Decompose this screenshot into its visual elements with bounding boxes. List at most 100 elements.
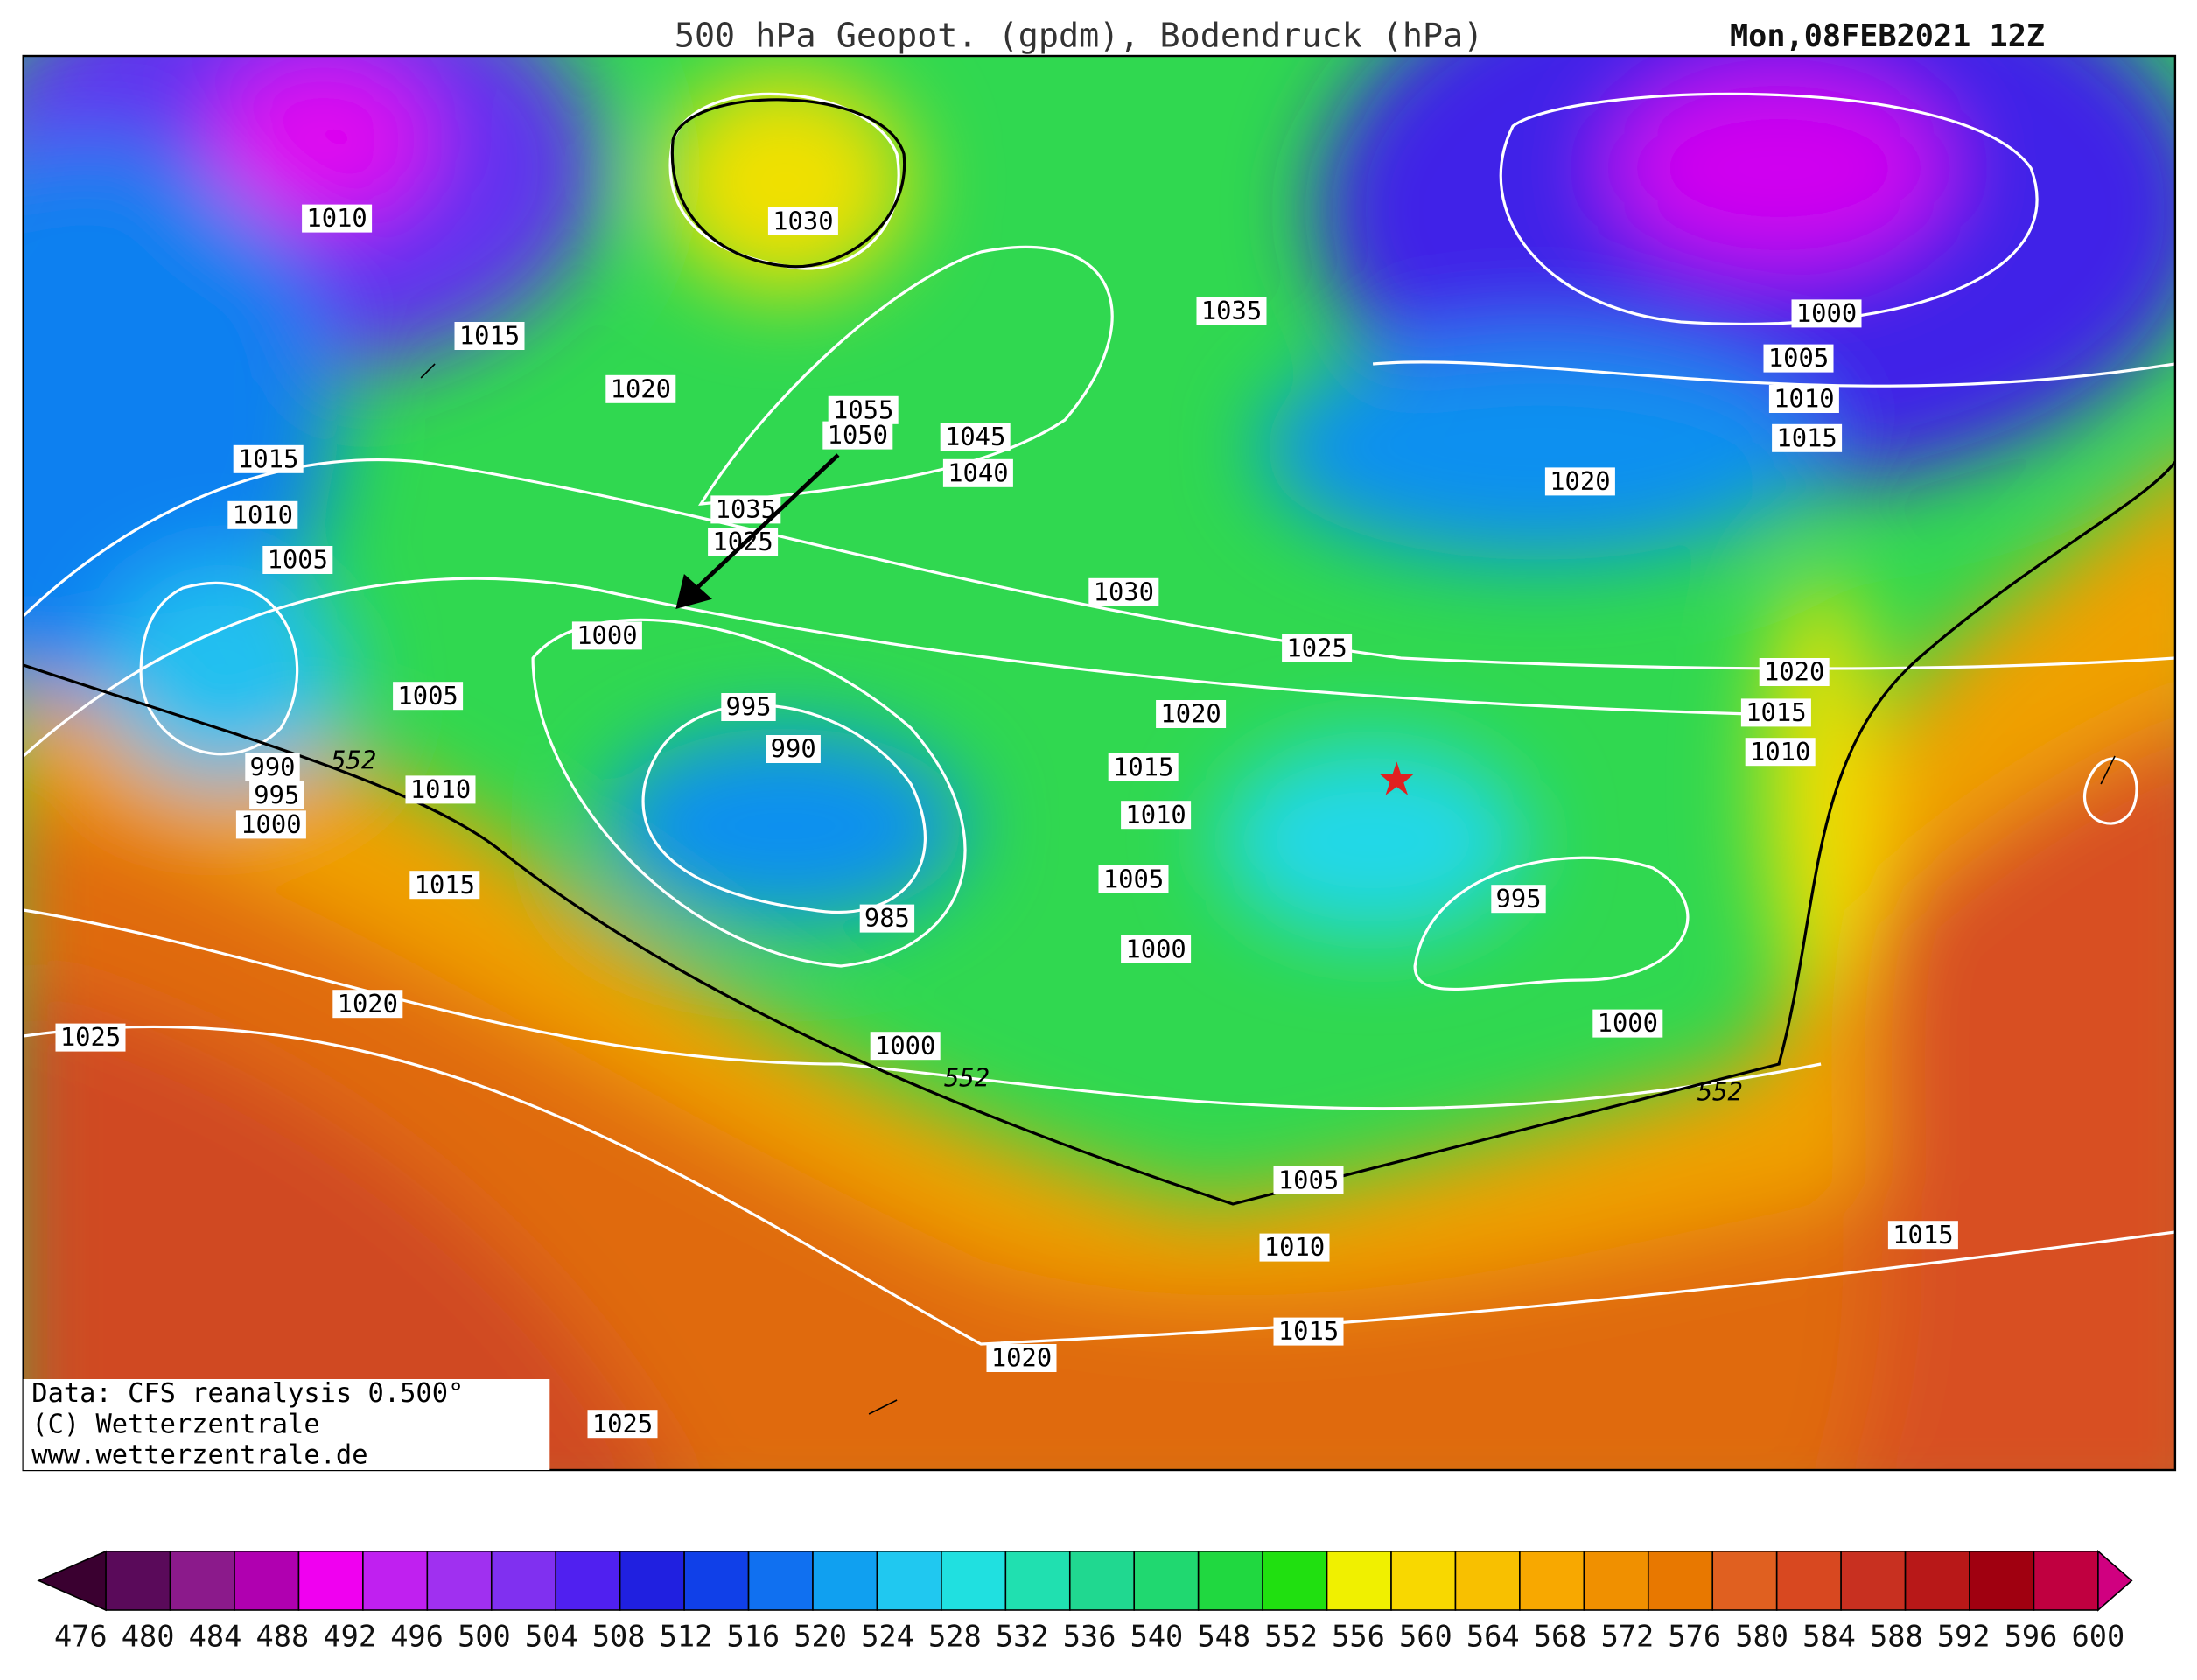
label-box (1592, 1009, 1663, 1038)
isobar-label: 552 (944, 1063, 990, 1093)
isobar-label: 1015 (1776, 423, 1837, 452)
colorbar-label: 532 (996, 1620, 1049, 1654)
colorbar: 476 480 484 488 492 496 500 504 508 512 516 520 524 5… (37, 1550, 2133, 1654)
label-box (587, 1410, 658, 1438)
label-box (1768, 385, 1839, 413)
credit-line: (C) Wetterzentrale (31, 1409, 319, 1439)
isobar-label: 1000 (1125, 934, 1186, 963)
isobar-label: 1040 (948, 458, 1008, 487)
colorbar-swatch (619, 1550, 685, 1611)
colorbar-label: 540 (1130, 1620, 1184, 1654)
label-box (1759, 658, 1830, 686)
isobar-label: 1015 (1113, 752, 1173, 781)
isobar-label: 1005 (397, 681, 458, 710)
isobar-label: 1030 (773, 206, 833, 235)
line-552 (23, 98, 2175, 1206)
colorbar-label: 592 (1937, 1620, 1991, 1654)
colorbar-label: 564 (1466, 1620, 1520, 1654)
label-box (454, 322, 525, 350)
isobar-label: 1005 (1278, 1165, 1339, 1194)
colorbar-label: 556 (1332, 1620, 1385, 1654)
isobar-label: 1010 (410, 774, 471, 804)
credit-line: www.wetterzentrale.de (31, 1440, 367, 1471)
colorbar-label: 580 (1735, 1620, 1788, 1654)
label-box (1772, 424, 1843, 452)
colorbar-swatch (105, 1550, 171, 1611)
colorbar-label: 488 (256, 1620, 310, 1654)
colorbar-swatch (1262, 1550, 1328, 1611)
colorbar-swatch (1969, 1550, 2035, 1611)
isobar-label: 1025 (712, 527, 773, 556)
isobar-label: 1010 (1750, 737, 1810, 766)
label-box (870, 1032, 941, 1060)
colorbar-label: 524 (861, 1620, 914, 1654)
label-box (1763, 344, 1834, 373)
isobar-label: 1045 (945, 422, 1005, 452)
colorbar-swatch (876, 1550, 942, 1611)
label-box (605, 374, 676, 403)
colorbar-arrow-right (2097, 1550, 2133, 1612)
label-box (235, 810, 306, 839)
label-box (332, 990, 403, 1018)
credits-box (23, 1379, 550, 1470)
colorbar-swatch (1711, 1550, 1778, 1611)
map-frame (22, 54, 2177, 1472)
label-box (1108, 752, 1179, 781)
isobar-label: 1000 (1796, 298, 1857, 328)
colorbar-swatch (1197, 1550, 1263, 1611)
isobar-label: 995 (254, 780, 299, 809)
isobar-label: 1015 (459, 321, 520, 351)
colorbar-label: 516 (726, 1620, 780, 1654)
colorbar-swatch (1840, 1550, 1907, 1611)
isobar-label: 1025 (592, 1409, 653, 1438)
colorbar-swatch (1519, 1550, 1585, 1611)
isobar-label: 1005 (1768, 343, 1829, 373)
map-date: Mon,08FEB2021 12Z (1730, 18, 2045, 54)
isobar-label: 1010 (233, 500, 293, 529)
colorbar-swatch (812, 1550, 878, 1611)
isobar-label: 1020 (1160, 699, 1221, 729)
isobar-label: 1000 (577, 620, 637, 650)
map-title: 500 hPa Geopot. (gpdm), Bodendruck (hPa) (675, 17, 1484, 56)
colorbar-label: 576 (1668, 1620, 1721, 1654)
colorbar-label: 548 (1197, 1620, 1250, 1654)
label-box (393, 682, 464, 710)
colorbar-label: 572 (1601, 1620, 1655, 1654)
colorbar-swatch (297, 1550, 364, 1611)
isobar-label: 995 (725, 692, 771, 722)
credit-line: Data: CFS reanalysis 0.500° (31, 1378, 464, 1409)
isobar-label: 1055 (833, 395, 893, 424)
isobar-label: 1015 (415, 870, 475, 900)
label-box (233, 444, 304, 473)
label-box (1273, 1317, 1344, 1346)
isobar-label: 1015 (238, 444, 298, 473)
colorbar-label: 520 (794, 1620, 847, 1654)
colorbar-swatch (1775, 1550, 1842, 1611)
colorbar-label: 536 (1063, 1620, 1116, 1654)
isobar-label: 990 (771, 734, 816, 764)
label-box (1098, 864, 1169, 893)
label-box (249, 780, 304, 809)
isobar-label: 1020 (611, 374, 671, 403)
label-box (55, 1023, 126, 1052)
isobar-label: 1015 (1893, 1220, 1953, 1250)
label-box (1491, 885, 1546, 914)
colorbar-swatch (1133, 1550, 1200, 1611)
colorbar-label: 476 (54, 1620, 108, 1654)
isobar-label: 985 (864, 903, 910, 933)
colorbar-label: 480 (122, 1620, 175, 1654)
isobar-label: 1025 (60, 1022, 121, 1052)
label-box (409, 871, 480, 900)
colorbar-label: 560 (1399, 1620, 1452, 1654)
colorbar-swatch (683, 1550, 750, 1611)
label-box (302, 204, 373, 233)
isobar-label: 1005 (268, 545, 328, 575)
colorbar-swatch (941, 1550, 1007, 1611)
colorbar-swatch (426, 1550, 493, 1611)
colorbar-label: 600 (2072, 1620, 2125, 1654)
isobar-label: 990 (249, 752, 295, 781)
label-box (766, 735, 821, 763)
arrow-head (675, 574, 712, 609)
isobar-label: 1000 (241, 809, 301, 839)
isobar-label: 1020 (1764, 657, 1824, 687)
